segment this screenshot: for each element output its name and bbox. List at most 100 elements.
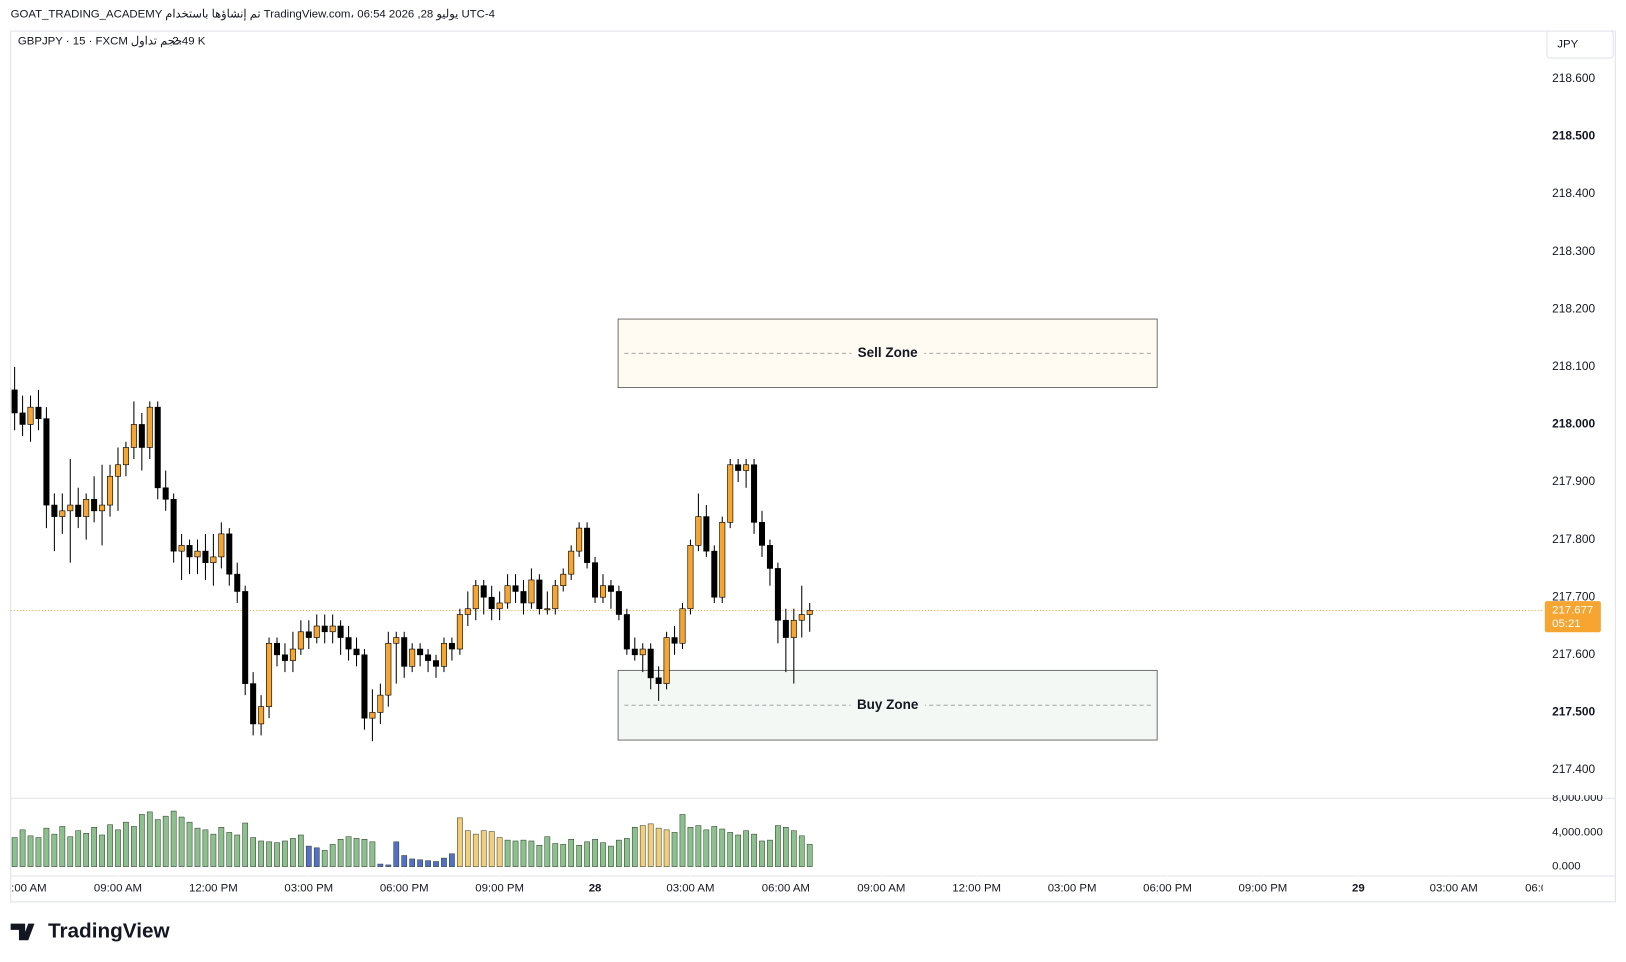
candle-body: [655, 677, 662, 684]
volume-bar: [488, 831, 495, 867]
y-tick-label: 218.300: [1552, 244, 1595, 258]
candle-body: [663, 637, 670, 684]
volume-bar: [449, 853, 455, 867]
candle-body: [27, 406, 34, 425]
volume-bar: [234, 834, 241, 867]
volume-bar: [687, 827, 694, 867]
attribution: GOAT_TRADING_ACADEMY تم إنشاؤها باستخدام…: [11, 9, 495, 21]
volume-bar: [806, 844, 813, 867]
candle-body: [631, 648, 638, 656]
currency[interactable]: JPY: [1557, 39, 1578, 51]
candle-body: [138, 424, 145, 448]
candle-body: [639, 648, 646, 656]
volume-bar: [695, 825, 702, 867]
candle-body: [592, 562, 599, 598]
candle-body: [759, 522, 766, 546]
volume-bar: [441, 857, 447, 867]
y-tick-label: 217.700: [1552, 589, 1595, 603]
candle-body: [409, 648, 416, 667]
candle-body: [448, 642, 455, 650]
volume-bar: [353, 838, 360, 867]
candle-body: [154, 406, 161, 489]
candle-body: [297, 631, 304, 650]
y-tick-label: 218.600: [1552, 71, 1595, 85]
x-tick-label: 12:00 PM: [189, 882, 238, 894]
volume-bar: [337, 839, 344, 867]
volume-bar: [703, 829, 710, 867]
y-tick-label: 218.400: [1552, 186, 1595, 200]
volume-bar: [59, 826, 66, 867]
volume-bar: [679, 814, 686, 867]
volume-bar: [520, 839, 527, 867]
volume-bar: [67, 836, 74, 867]
y-tick-label: 218.200: [1552, 301, 1595, 315]
candle-body: [528, 579, 535, 604]
volume-bar: [401, 855, 408, 867]
volume-bar: [663, 829, 670, 867]
candle-body: [19, 412, 26, 425]
candle-body: [552, 585, 559, 610]
candle-body: [202, 550, 209, 563]
volume-bar: [83, 833, 90, 867]
volume-bar: [767, 839, 773, 867]
volume-bar: [790, 830, 797, 867]
candle-body: [536, 579, 543, 610]
volume-bar: [480, 830, 487, 867]
volume-label: حجم تداول: [131, 35, 182, 47]
candle-body: [520, 591, 527, 604]
candle-body: [67, 504, 74, 512]
candle-body: [11, 389, 18, 414]
currency-box[interactable]: [1546, 30, 1614, 59]
candle-body: [289, 648, 296, 661]
volume-value: 2.49 K: [172, 35, 205, 47]
candle-body: [599, 585, 606, 598]
volume-bar: [51, 833, 58, 867]
volume-bar: [146, 811, 153, 867]
candle-body: [456, 614, 463, 650]
volume-bar: [107, 824, 113, 867]
price-axis: 217.400 217.500 217.600 217.700 217.800 217.9…: [1542, 71, 1601, 776]
candle-body: [75, 504, 82, 517]
candle-body: [146, 406, 153, 448]
logo: TradingView: [10, 919, 171, 942]
volume-bar: [616, 839, 622, 867]
candle-body: [313, 625, 320, 638]
candle-body: [162, 487, 169, 500]
volume-bar: [584, 841, 590, 867]
volume-bar: [735, 834, 742, 867]
candle-body: [607, 585, 614, 592]
x-tick-label: 03:00 PM: [284, 882, 333, 894]
volume-bar: [671, 832, 678, 867]
volume-bar: [210, 833, 217, 867]
logo-mark: [10, 923, 35, 941]
x-tick-label: 28: [589, 882, 602, 894]
volume-bar: [711, 826, 718, 867]
x-tick-label: 06:00 PM: [380, 882, 429, 894]
candle-body: [719, 522, 726, 598]
volume-bar: [218, 827, 225, 867]
volume-bar: [544, 836, 551, 867]
x-tick-label: 03:00 AM: [666, 882, 714, 894]
y-tick-label: 217.600: [1552, 647, 1595, 661]
volume-bar: [27, 835, 34, 867]
volume-bar: [138, 814, 145, 867]
volume-bar: [464, 830, 471, 867]
volume-bar: [194, 827, 201, 867]
candle-body: [35, 406, 42, 419]
volume-bar: [274, 842, 280, 867]
volume-bar: [568, 839, 575, 867]
candle-body: [766, 545, 773, 569]
candle-body: [647, 648, 654, 679]
volume-bar: [242, 822, 249, 867]
x-tick-label: 09:00 PM: [475, 882, 524, 894]
volume-bar: [536, 844, 543, 867]
candle-body: [83, 499, 90, 517]
volume-bar: [313, 847, 320, 867]
volume-bar: [647, 823, 654, 867]
volume-bar: [282, 840, 288, 867]
candle-body: [210, 556, 217, 563]
volume-bar: [154, 819, 161, 867]
volume-bar: [385, 864, 392, 867]
candle-body: [178, 545, 185, 552]
volume-bar: [186, 821, 193, 867]
